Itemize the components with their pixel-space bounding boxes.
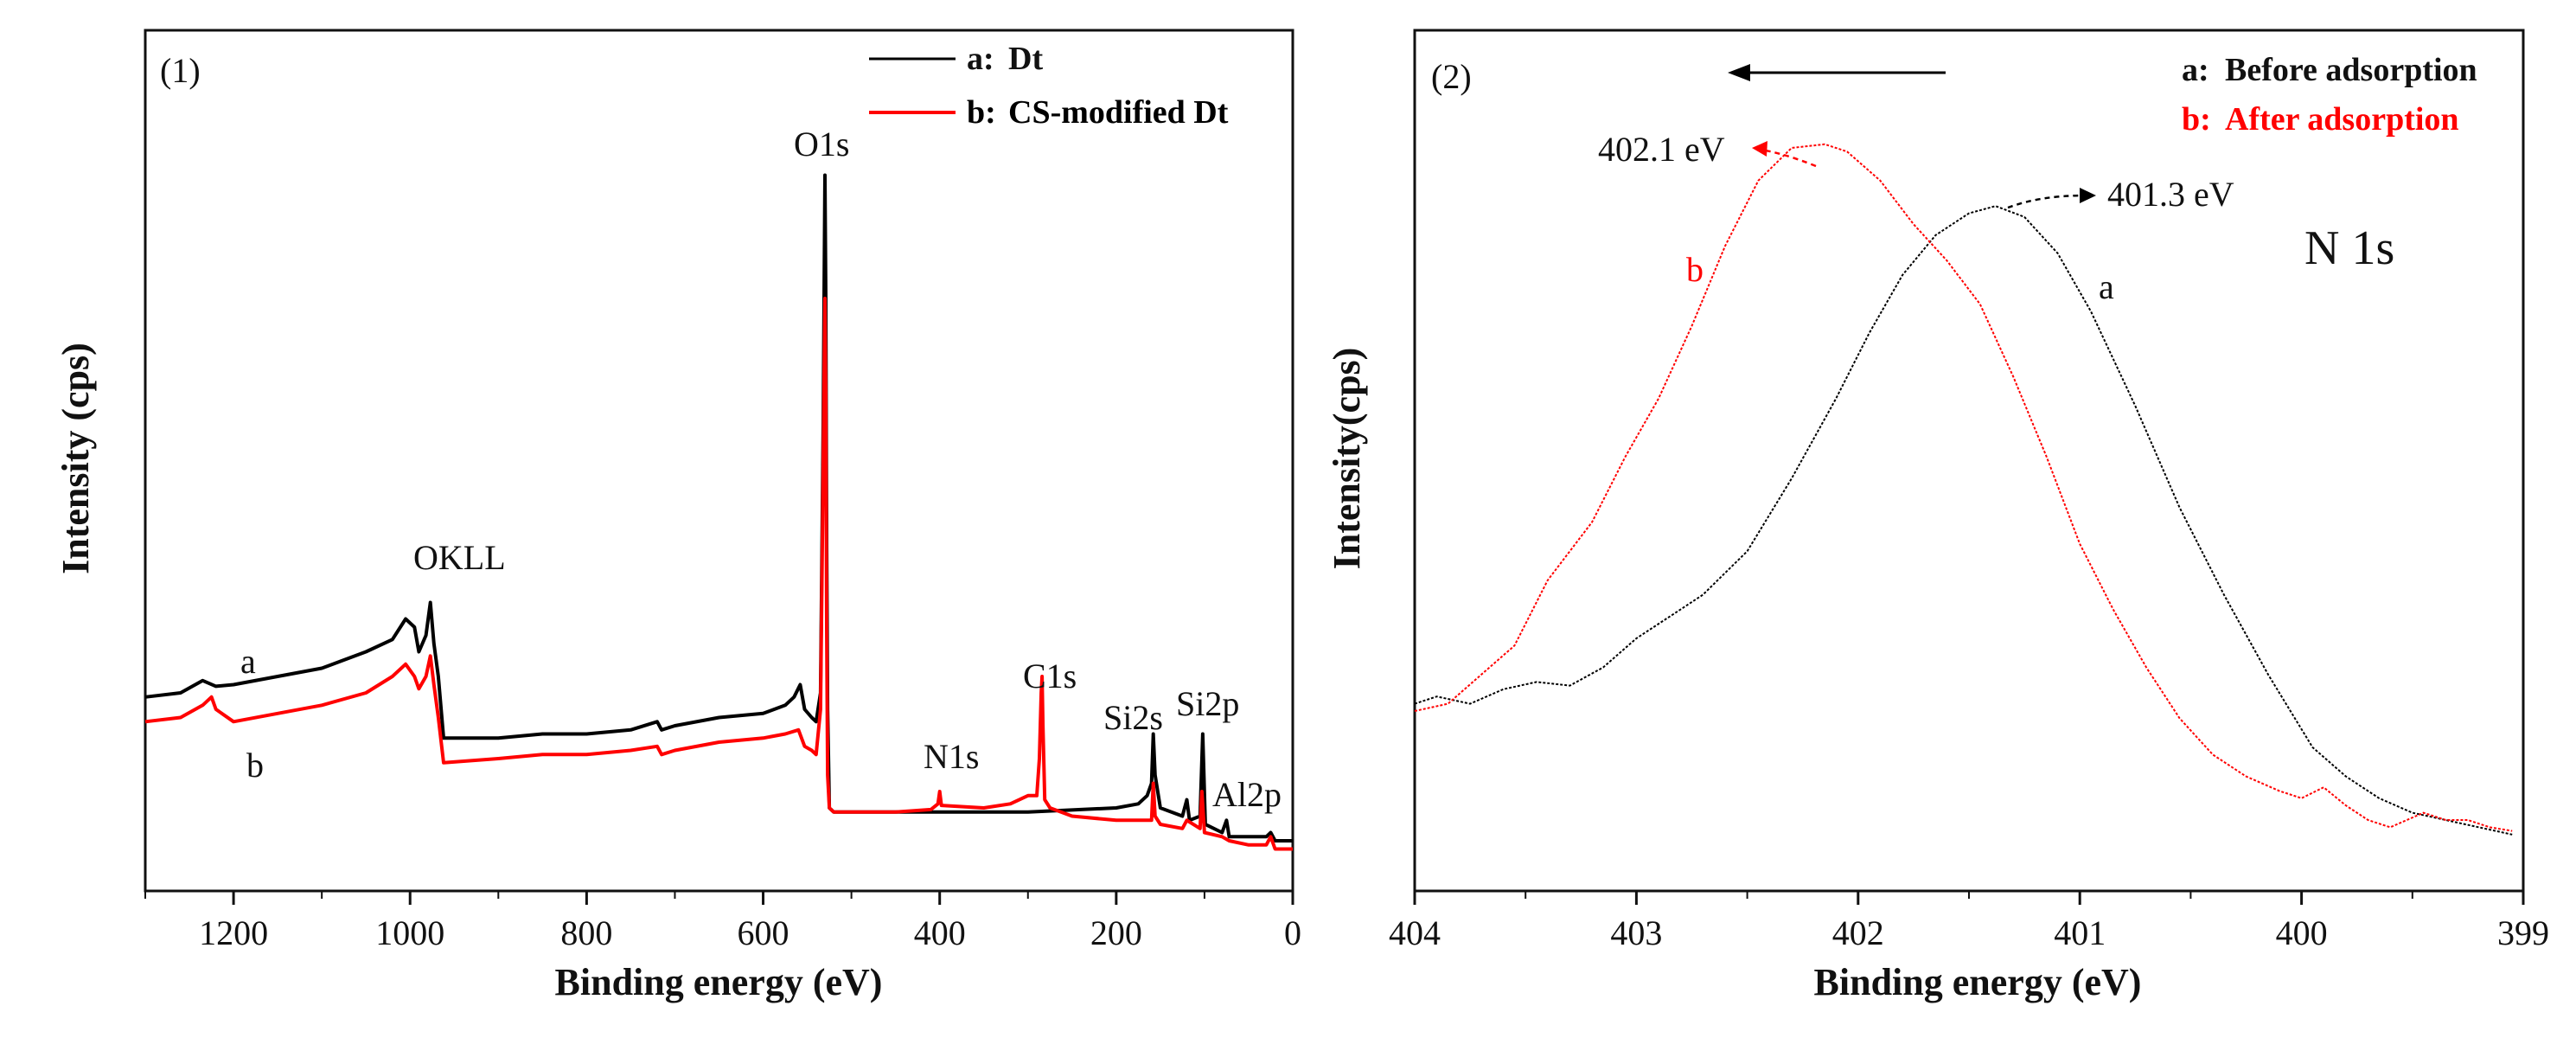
- x-tick-label-800: 800: [560, 913, 612, 952]
- x-tick-label-200: 200: [1090, 913, 1142, 952]
- legend-prefix-b: b:: [967, 94, 996, 131]
- legend2-label-a: Before adsorption: [2225, 52, 2477, 88]
- x-tick-label-399: 399: [2497, 913, 2549, 952]
- panel-1-series-group: [144, 173, 1293, 851]
- panel-1-survey-spectrum: 1200 1000 800 600 400 200 0 (1) a: Dt b: CS-mo…: [54, 29, 1301, 1003]
- legend-label-a: Dt: [1008, 41, 1043, 77]
- annotation-n1s: N1s: [924, 737, 979, 776]
- x-tick-label-400: 400: [2276, 913, 2328, 952]
- peak-label-a: 401.3 eV: [2107, 175, 2234, 214]
- x-tick-label-404: 404: [1389, 913, 1441, 952]
- region-label-n1s: N 1s: [2304, 221, 2394, 275]
- annotation-al2p: Al2p: [1212, 775, 1282, 814]
- panel-2-x-axis-title: Binding energy (eV): [1814, 961, 2142, 1003]
- curve-label-a: a: [240, 642, 256, 681]
- x-tick-label-0: 0: [1284, 913, 1301, 952]
- series-line-a-panel-2: [1414, 205, 2513, 836]
- series-line-b-panel-2: [1414, 143, 2513, 832]
- panel-1-y-axis-title: Intensity (cps): [54, 343, 97, 574]
- legend2-prefix-a: a:: [2182, 52, 2209, 88]
- legend-prefix-a: a:: [967, 41, 994, 77]
- panel-2-x-ticks: 404 403 402 401 400 399: [1389, 891, 2549, 952]
- panel-1-x-ticks: 1200 1000 800 600 400 200 0: [144, 891, 1301, 952]
- panel-2-frame: [1413, 29, 2525, 893]
- curve-label-b: b: [246, 746, 264, 785]
- x-tick-label-401: 401: [2054, 913, 2106, 952]
- panel-2-y-axis-title: Intensity(cps): [1326, 348, 1368, 570]
- curve2-label-a: a: [2099, 267, 2114, 306]
- x-tick-label-400: 400: [914, 913, 966, 952]
- x-tick-label-1000: 1000: [375, 913, 444, 952]
- peak-arrow-b-head: [1752, 141, 1767, 157]
- panel-1-frame: [144, 29, 1294, 893]
- panel-2-label: (2): [1431, 57, 1472, 96]
- curve2-label-b: b: [1686, 250, 1703, 289]
- legend2-label-b: After adsorption: [2225, 101, 2459, 138]
- panel-2-series-group: [1414, 143, 2513, 836]
- panel-2-legend: a: Before adsorption b: After adsorption: [2182, 52, 2477, 138]
- peak-arrow-a: [2007, 194, 2085, 209]
- x-tick-label-1200: 1200: [199, 913, 268, 952]
- annotation-si2s: Si2s: [1103, 698, 1163, 737]
- annotation-c1s: C1s: [1023, 657, 1077, 695]
- x-tick-label-600: 600: [738, 913, 789, 952]
- annotation-okll: OKLL: [413, 538, 506, 577]
- panel-2-n1s-spectrum: 404 403 402 401 400 399 (2) a: Before adsorpt…: [1326, 29, 2549, 1003]
- shift-arrow-icon: [1728, 64, 1750, 81]
- x-tick-label-403: 403: [1610, 913, 1662, 952]
- legend-label-b: CS-modified Dt: [1008, 94, 1229, 131]
- panel-1-x-axis-title: Binding energy (eV): [555, 961, 883, 1003]
- peak-label-b: 402.1 eV: [1598, 130, 1725, 169]
- peak-arrow-a-head: [2080, 188, 2096, 203]
- series-line-b-panel-1: [144, 297, 1293, 851]
- annotation-si2p: Si2p: [1176, 684, 1239, 723]
- legend2-prefix-b: b:: [2182, 101, 2211, 138]
- annotation-o1s: O1s: [794, 125, 849, 163]
- panel-1-label: (1): [160, 51, 201, 90]
- x-tick-label-402: 402: [1832, 913, 1884, 952]
- panel-1-legend: a: Dt b: CS-modified Dt: [869, 41, 1229, 131]
